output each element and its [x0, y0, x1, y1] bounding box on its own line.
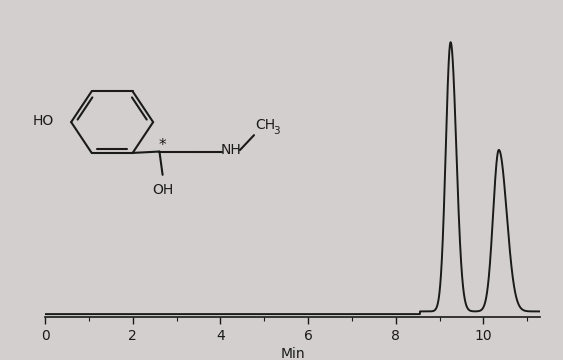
Text: HO: HO — [33, 114, 54, 128]
Text: CH: CH — [256, 118, 276, 132]
Text: 3: 3 — [273, 126, 280, 136]
X-axis label: Min: Min — [280, 347, 305, 360]
Text: NH: NH — [221, 143, 242, 157]
Text: *: * — [158, 138, 166, 153]
Text: OH: OH — [152, 183, 173, 197]
